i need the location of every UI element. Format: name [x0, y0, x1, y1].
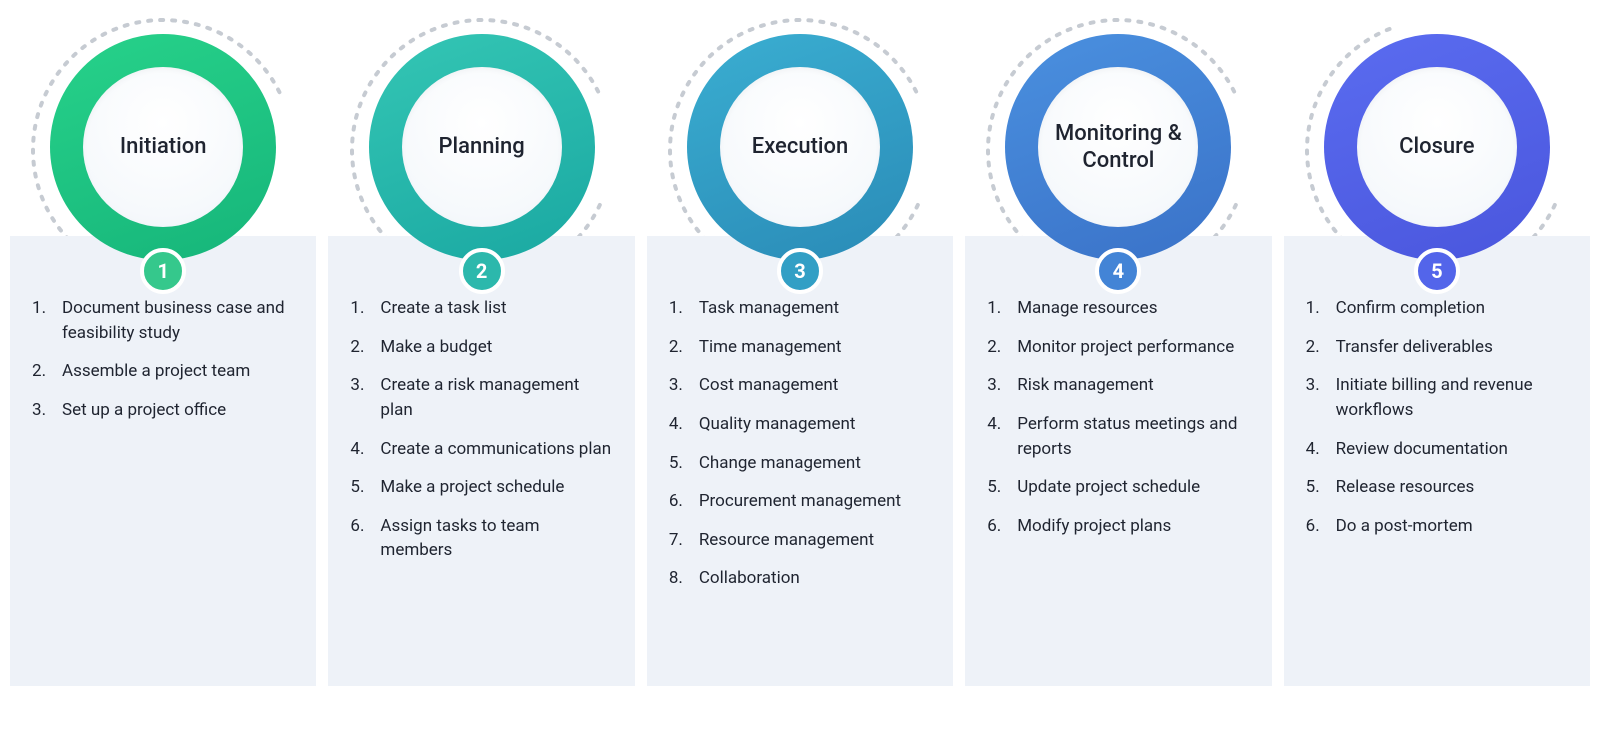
stage-task-item: Manage resources	[987, 296, 1249, 321]
stage-task-item: Modify project plans	[987, 514, 1249, 539]
stage-card: Task management Time management Cost manag…	[647, 236, 953, 686]
stage-task-item: Make a project schedule	[350, 475, 612, 500]
stage-task-item: Quality management	[669, 412, 931, 437]
stage-2: Planning 2Create a task list Make a budget…	[328, 0, 634, 686]
stage-title: Monitoring & Control	[1038, 120, 1198, 175]
stage-card: Confirm completion Transfer deliverables I…	[1284, 236, 1590, 686]
stage-task-item: Time management	[669, 335, 931, 360]
stage-card: Manage resources Monitor project performa…	[965, 236, 1271, 686]
stage-task-item: Monitor project performance	[987, 335, 1249, 360]
stage-inner-circle: Execution	[720, 67, 880, 227]
stage-inner-circle: Planning	[402, 67, 562, 227]
stage-inner-circle: Initiation	[83, 67, 243, 227]
stage-task-item: Release resources	[1306, 475, 1568, 500]
stage-task-item: Review documentation	[1306, 437, 1568, 462]
stage-number-badge: 5	[1414, 248, 1460, 294]
stage-task-item: Do a post-mortem	[1306, 514, 1568, 539]
stage-card: Document business case and feasibility s…	[10, 236, 316, 686]
stage-title: Execution	[744, 133, 856, 161]
stage-3: Execution 3Task management Time management…	[647, 0, 953, 686]
stage-task-item: Set up a project office	[32, 398, 294, 423]
stage-task-item: Perform status meetings and reports	[987, 412, 1249, 461]
stage-task-item: Resource management	[669, 528, 931, 553]
stage-title: Initiation	[112, 133, 215, 161]
stage-task-item: Procurement management	[669, 489, 931, 514]
stage-task-item: Make a budget	[350, 335, 612, 360]
stage-5: Closure 5Confirm completion Transfer deliv…	[1284, 0, 1590, 686]
stage-task-item: Collaboration	[669, 566, 931, 591]
stage-number-badge: 1	[140, 248, 186, 294]
stage-title: Planning	[430, 133, 532, 161]
stage-ring: Planning	[369, 34, 595, 260]
stage-ring: Execution	[687, 34, 913, 260]
stage-task-list: Create a task list Make a budget Create a …	[350, 296, 612, 563]
stage-task-item: Initiate billing and revenue workflows	[1306, 373, 1568, 422]
stage-task-item: Transfer deliverables	[1306, 335, 1568, 360]
stage-task-item: Confirm completion	[1306, 296, 1568, 321]
stage-4: Monitoring & Control 4Manage resources Mon…	[965, 0, 1271, 686]
stage-ring: Initiation	[50, 34, 276, 260]
stage-number-badge: 2	[459, 248, 505, 294]
stage-task-item: Create a communications plan	[350, 437, 612, 462]
stage-number-badge: 4	[1095, 248, 1141, 294]
stage-task-list: Task management Time management Cost manag…	[669, 296, 931, 591]
stage-task-item: Task management	[669, 296, 931, 321]
stage-1: Initiation 1Document business case and fe…	[10, 0, 316, 686]
stage-task-item: Create a risk management plan	[350, 373, 612, 422]
stage-task-list: Manage resources Monitor project performa…	[987, 296, 1249, 538]
stage-ring: Monitoring & Control	[1005, 34, 1231, 260]
stage-task-item: Assemble a project team	[32, 359, 294, 384]
stage-number-badge: 3	[777, 248, 823, 294]
stage-task-item: Change management	[669, 451, 931, 476]
stage-task-item: Document business case and feasibility s…	[32, 296, 294, 345]
stages-row: Initiation 1Document business case and fe…	[0, 0, 1600, 686]
stage-task-item: Create a task list	[350, 296, 612, 321]
stage-task-list: Confirm completion Transfer deliverables I…	[1306, 296, 1568, 538]
stage-task-item: Update project schedule	[987, 475, 1249, 500]
stage-card: Create a task list Make a budget Create a …	[328, 236, 634, 686]
stage-inner-circle: Closure	[1357, 67, 1517, 227]
stage-title: Closure	[1391, 133, 1482, 161]
stage-task-item: Cost management	[669, 373, 931, 398]
stage-inner-circle: Monitoring & Control	[1038, 67, 1198, 227]
stage-ring: Closure	[1324, 34, 1550, 260]
stage-task-list: Document business case and feasibility s…	[32, 296, 294, 423]
stage-task-item: Risk management	[987, 373, 1249, 398]
stage-task-item: Assign tasks to team members	[350, 514, 612, 563]
